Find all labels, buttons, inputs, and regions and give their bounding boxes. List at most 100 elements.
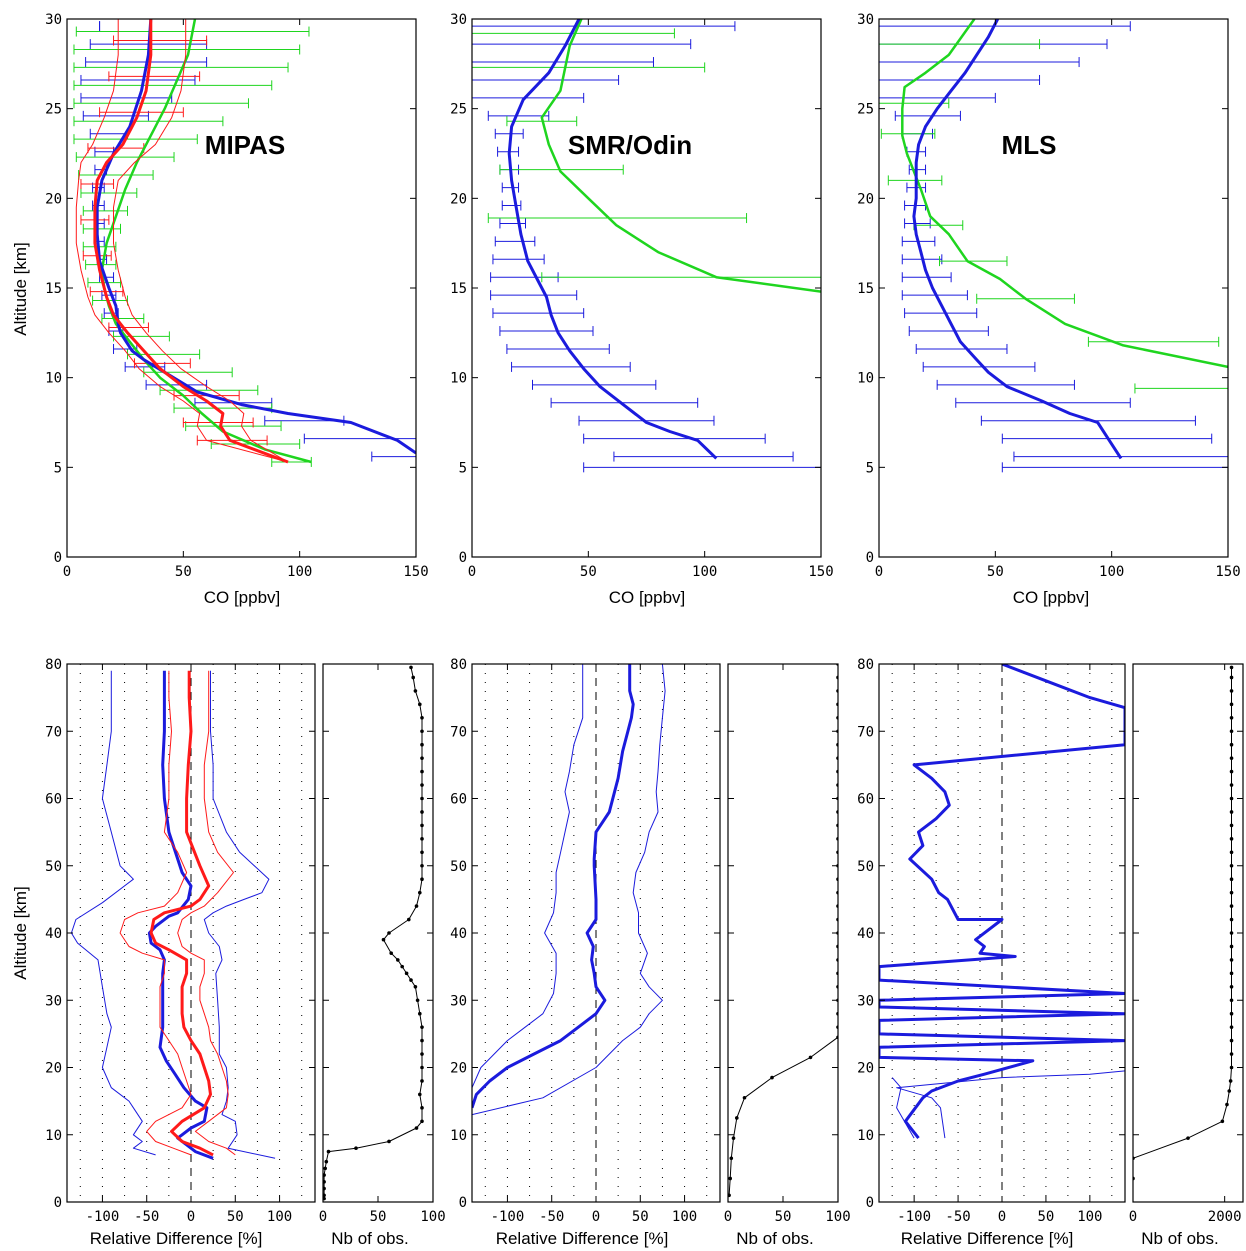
xlabel-bottom-1: Relative Difference [%] <box>90 1229 263 1248</box>
obs-panel-3-count-point <box>1229 729 1234 734</box>
bottom-panel-1-ytick-label: 30 <box>45 993 62 1009</box>
bottom-panel-3-difference-odin-2 <box>896 1070 1125 1139</box>
obs-panel-3-count-point <box>1229 863 1234 868</box>
obs-panel-3-count-line <box>1133 667 1232 1179</box>
bottom-panel-2-xtick-label: -50 <box>539 1209 564 1225</box>
top-panel-2-ytick-label: 30 <box>450 12 467 28</box>
bottom-panel-1-xtick-label: -50 <box>134 1209 159 1225</box>
obs-panel-1-count-point <box>389 951 394 955</box>
bottom-panel-2-xtick-label: -100 <box>491 1209 525 1225</box>
obs-panel-1-count-line <box>323 667 423 1199</box>
top-panel-3-xtick-label: 150 <box>1215 564 1240 580</box>
bottom-panel-1-difference-mipas-4 <box>177 670 236 1156</box>
obs-panel-1-count-point <box>415 998 420 1003</box>
obs-panel-2-count-point <box>735 1116 739 1120</box>
top-panel-1-profile-mipas-3 <box>113 19 289 463</box>
obs-panel-3-count-point <box>1225 1102 1229 1107</box>
obs-panel-1-count-point <box>414 1126 419 1130</box>
obs-panel-3-count-point <box>1228 1079 1233 1083</box>
obs-panel-3-count-point <box>1186 1136 1190 1140</box>
obs-panel-2-count-point <box>729 1156 734 1161</box>
obs-panel-3-count-point <box>1229 985 1234 989</box>
obs-panel-3-count-point <box>1220 1119 1225 1124</box>
bottom-panel-1-ytick-label: 60 <box>45 792 62 808</box>
bottom-panel-3-ytick-label: 40 <box>857 926 874 942</box>
obs-panel-3-count-point <box>1229 823 1234 828</box>
bottom-panel-1-difference-mipas-3 <box>149 670 214 1157</box>
obs-panel-1-count-point <box>420 1025 424 1029</box>
obs-panel-1-count-point <box>418 702 422 707</box>
xlabel-bottom-2: Relative Difference [%] <box>496 1229 669 1248</box>
bottom-panel-2-ytick-label: 10 <box>450 1128 467 1144</box>
top-panel-2-ytick-label: 25 <box>450 102 467 118</box>
obs-panel-1-count-point <box>418 1011 422 1016</box>
obs-panel-3-count-point <box>1229 756 1234 760</box>
top-panel-1-frame <box>66 18 417 558</box>
obs-panel-1-count-point <box>387 1139 391 1144</box>
obs-panel-3-count-point <box>1229 689 1234 693</box>
obs-panel-1-count-point <box>420 863 424 868</box>
obs-panel-2-count-point <box>808 1055 813 1060</box>
obs-panel-1-count-point <box>420 823 424 828</box>
obs-panel-1-count-point <box>407 917 411 922</box>
obs-panel-3-count-point <box>1229 944 1234 949</box>
bottom-panel-2-ytick-label: 50 <box>450 859 467 875</box>
obs-panel-1-count-point <box>420 1079 424 1083</box>
bottom-panel-3-ytick-label: 50 <box>857 859 874 875</box>
obs-panel-3-count-point <box>1229 702 1234 707</box>
obs-panel-3-count-point <box>1229 769 1234 774</box>
obs-panel-3-count-point <box>1229 837 1234 841</box>
obs-panel-1-count-point <box>420 783 424 787</box>
obs-panel-1-count-point <box>420 877 424 881</box>
bottom-panel-3-ytick-label: 60 <box>857 792 874 808</box>
obs-panel-2-xtick-label: 100 <box>825 1209 850 1225</box>
bottom-panel-1-xtick-label: 0 <box>187 1209 195 1225</box>
bottom-panel-2-xtick-label: 0 <box>592 1209 600 1225</box>
bottom-panel-3-xtick-label: 0 <box>998 1209 1006 1225</box>
obs-panel-3-count-point <box>1229 1025 1234 1029</box>
bottom-panel-3-xtick-label: 50 <box>1037 1209 1054 1225</box>
obs-panel-3-count-point <box>1229 1052 1234 1056</box>
bottom-panel-2-difference-odin-0 <box>472 664 635 1109</box>
obs-panel-1-count-point <box>420 769 424 774</box>
top-panel-2-xtick-label: 100 <box>692 564 717 580</box>
obs-panel-1-count-point <box>420 1065 424 1070</box>
obs-panel-1-count-point <box>413 985 418 989</box>
obs-panel-3-count-point <box>1229 931 1234 935</box>
obs-panel-1-count-point <box>420 850 424 855</box>
obs-panel-1-count-point <box>420 1106 424 1110</box>
top-panel-1-xtick-label: 0 <box>63 564 71 580</box>
bottom-panel-2-ytick-label: 80 <box>450 657 467 673</box>
obs-panel-3-count-point <box>1229 1011 1234 1016</box>
obs-panel-3-count-point <box>1229 904 1234 908</box>
top-panel-1-ytick-label: 0 <box>54 550 62 566</box>
obs-panel-1-count-point <box>418 890 422 895</box>
obs-xlabel-3: Nb of obs. <box>1141 1229 1219 1248</box>
bottom-panel-1-ytick-label: 70 <box>45 724 62 740</box>
bottom-panel-1-xtick-label: 50 <box>227 1209 244 1225</box>
top-panel-3-xtick-label: 100 <box>1099 564 1124 580</box>
obs-panel-3-count-point <box>1229 877 1234 881</box>
top-panel-2-profile-odin-1 <box>507 19 718 460</box>
obs-panel-1-count-point <box>326 1149 331 1154</box>
top-panel-2-xtick-label: 0 <box>468 564 476 580</box>
bottom-panel-1-difference-odin-2 <box>203 670 276 1159</box>
bottom-panel-2-ytick-label: 0 <box>459 1195 467 1211</box>
obs-panel-2-count-point <box>770 1075 774 1080</box>
xlabel-top-3: CO [ppbv] <box>1013 588 1090 607</box>
top-panel-1-profile-mipas-2 <box>93 19 289 464</box>
obs-panel-1-count-point <box>381 937 386 942</box>
top-panel-3-ytick-label: 5 <box>866 460 874 476</box>
obs-panel-1-frame <box>322 663 434 1203</box>
obs-panel-3-count-point <box>1229 665 1234 670</box>
obs-panel-2-count-point <box>728 1176 732 1181</box>
obs-panel-1-count-point <box>323 1166 328 1171</box>
obs-xlabel-1: Nb of obs. <box>331 1229 409 1248</box>
obs-panel-1-count-point <box>420 810 424 814</box>
bottom-panel-3-ytick-label: 80 <box>857 657 874 673</box>
obs-panel-3-count-point <box>1229 850 1234 855</box>
top-panel-3-ytick-label: 30 <box>857 12 874 28</box>
top-panel-1-xtick-label: 50 <box>175 564 192 580</box>
top-panel-3-profile-odin-1 <box>912 19 1123 460</box>
